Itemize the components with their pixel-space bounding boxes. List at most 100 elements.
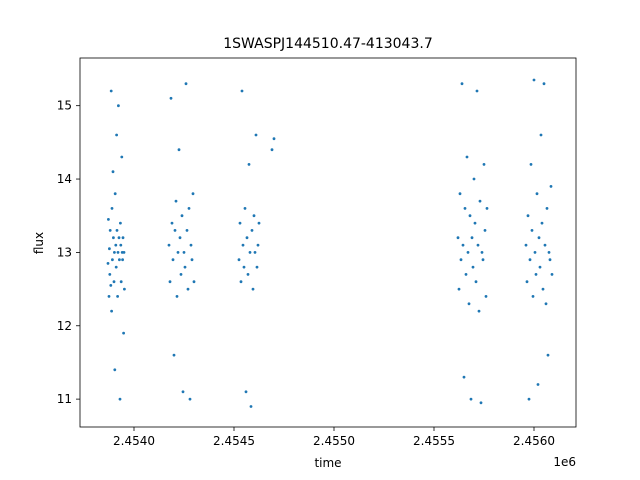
data-point xyxy=(171,258,175,262)
data-point xyxy=(255,265,259,269)
y-axis-ticks: 11 12 13 14 15 xyxy=(57,99,80,406)
data-point xyxy=(477,309,481,313)
chart-title: 1SWASPJ144510.47-413043.7 xyxy=(223,36,432,52)
data-point xyxy=(464,273,468,276)
data-point xyxy=(529,163,533,166)
data-point xyxy=(122,331,125,335)
data-point xyxy=(168,280,172,284)
data-point xyxy=(252,214,256,218)
data-point xyxy=(484,295,488,298)
data-point xyxy=(121,236,125,240)
x-tick-label: 2.4560 xyxy=(513,434,555,448)
data-point xyxy=(459,258,463,262)
data-point xyxy=(463,207,467,210)
data-point xyxy=(237,258,241,262)
data-point xyxy=(466,251,470,254)
data-point xyxy=(546,353,550,357)
data-point xyxy=(113,192,117,196)
data-point xyxy=(115,229,119,232)
data-point xyxy=(115,133,118,137)
data-point xyxy=(181,390,185,394)
data-point xyxy=(178,236,182,240)
data-point xyxy=(177,148,181,152)
data-point xyxy=(461,243,465,247)
data-point xyxy=(123,287,126,291)
data-point xyxy=(112,280,116,284)
x-tick-label: 2.4540 xyxy=(113,434,155,448)
data-point xyxy=(238,221,242,225)
data-point xyxy=(189,243,193,247)
data-point xyxy=(249,405,253,408)
data-point xyxy=(187,207,191,210)
data-point xyxy=(114,265,118,269)
data-point xyxy=(119,243,123,247)
data-point xyxy=(548,258,552,262)
data-point xyxy=(537,236,541,240)
data-point xyxy=(248,251,252,254)
data-point xyxy=(458,192,462,196)
data-point xyxy=(475,89,479,93)
data-point xyxy=(191,192,195,196)
data-point xyxy=(116,295,119,298)
data-point xyxy=(480,251,484,254)
data-point xyxy=(110,309,113,313)
data-point xyxy=(257,221,261,225)
y-tick-label: 14 xyxy=(57,172,72,186)
data-point xyxy=(474,280,478,284)
data-point xyxy=(549,185,553,188)
data-point xyxy=(253,251,257,254)
data-point xyxy=(457,287,461,291)
data-point xyxy=(472,177,476,181)
data-point xyxy=(109,284,113,287)
data-point xyxy=(532,78,536,82)
data-point xyxy=(462,375,466,379)
data-point xyxy=(533,251,537,254)
data-point xyxy=(468,214,472,218)
data-point xyxy=(530,229,534,232)
data-point xyxy=(547,251,551,254)
y-tick-label: 11 xyxy=(57,392,72,406)
data-point xyxy=(539,133,543,137)
data-point xyxy=(185,229,189,232)
data-point xyxy=(188,397,192,401)
data-point xyxy=(246,273,250,276)
data-point xyxy=(176,251,180,254)
data-point xyxy=(460,82,464,86)
data-point xyxy=(180,214,184,218)
data-point xyxy=(544,302,548,306)
data-point xyxy=(108,273,112,276)
x-axis-ticks: 2.4540 2.4545 2.4550 2.4555 2.4560 xyxy=(113,427,555,448)
data-point xyxy=(479,401,483,405)
data-point xyxy=(107,295,111,298)
data-point xyxy=(240,89,244,93)
data-point xyxy=(112,236,115,240)
data-point xyxy=(536,383,540,386)
data-point xyxy=(175,295,179,298)
data-point xyxy=(106,262,110,265)
data-point xyxy=(471,265,475,269)
data-point xyxy=(244,390,248,394)
x-axis-label: time xyxy=(314,456,341,470)
data-point xyxy=(108,247,111,251)
data-point xyxy=(456,236,460,240)
data-point xyxy=(117,104,120,108)
data-point xyxy=(118,258,121,262)
data-point xyxy=(545,207,549,210)
data-point xyxy=(119,221,122,225)
data-point xyxy=(110,207,114,210)
data-point xyxy=(482,163,486,166)
data-point xyxy=(476,243,480,247)
data-point xyxy=(116,251,120,254)
data-point xyxy=(527,397,531,401)
data-point xyxy=(526,214,530,218)
data-point xyxy=(531,295,535,298)
data-point xyxy=(469,397,473,401)
y-axis-label: flux xyxy=(32,232,46,254)
data-point xyxy=(173,229,177,232)
x-tick-label: 2.4545 xyxy=(213,434,255,448)
data-point xyxy=(169,96,173,100)
data-point xyxy=(172,353,176,357)
y-tick-label: 13 xyxy=(57,245,72,259)
data-point xyxy=(538,265,542,269)
